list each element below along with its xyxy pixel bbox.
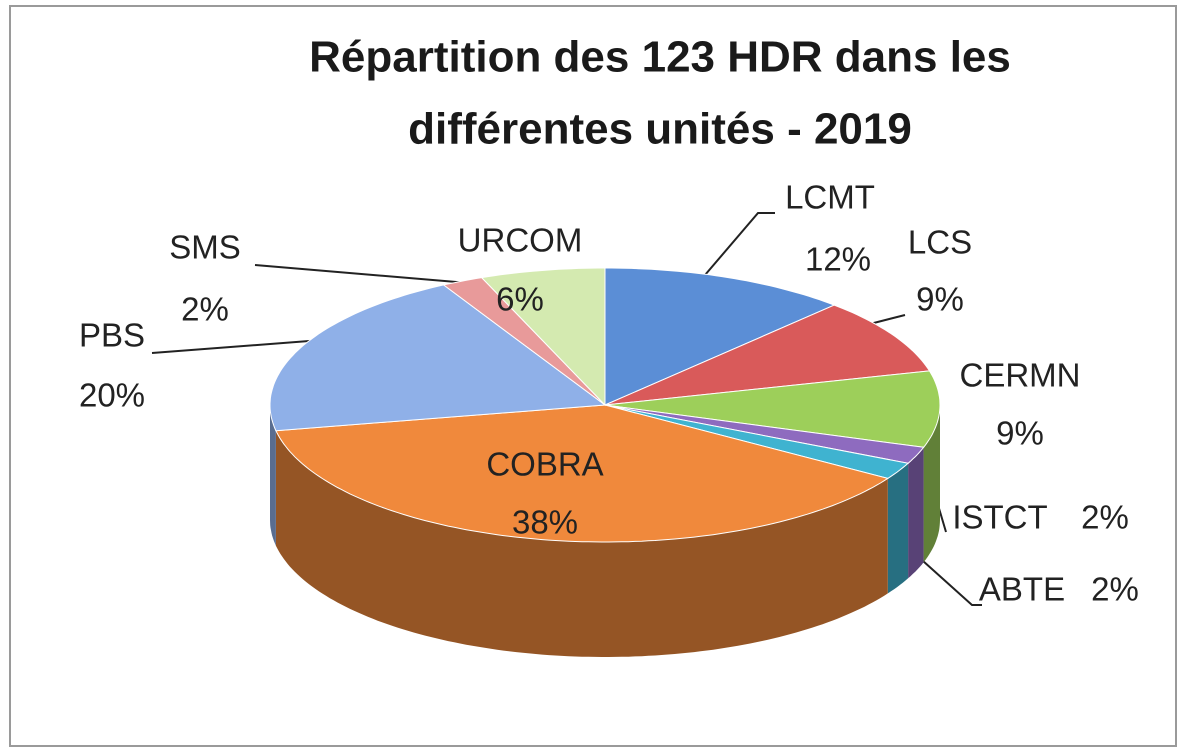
slice <box>269 284 607 432</box>
data-label-value: 6% <box>496 281 544 318</box>
slice <box>604 304 931 406</box>
data-label-value: 20% <box>79 377 145 414</box>
chart-title: différentes unités - 2019 <box>408 105 912 154</box>
data-label-name: ISTCT <box>952 499 1047 536</box>
slice-side <box>275 430 888 657</box>
leader-line <box>151 339 323 354</box>
slice <box>604 370 941 448</box>
data-label-value: 9% <box>996 415 1044 452</box>
slice <box>442 277 606 406</box>
data-label-name: LCMT <box>785 179 875 216</box>
data-label-value: 2% <box>181 291 229 328</box>
slice <box>275 404 890 543</box>
leader-line <box>704 212 775 276</box>
slice <box>604 404 925 464</box>
slice-side <box>887 463 909 594</box>
chart-title: Répartition des 123 HDR dans les <box>309 33 1011 82</box>
data-label-name: LCS <box>908 224 972 261</box>
slice-side <box>270 405 276 546</box>
slice-side <box>923 405 940 563</box>
pie-sides <box>270 405 940 657</box>
data-label-name: PBS <box>79 317 145 354</box>
data-label-name: COBRA <box>486 446 603 483</box>
slice <box>480 267 606 407</box>
data-label-value: 2% <box>1091 571 1139 608</box>
data-label-name: SMS <box>169 229 241 266</box>
pie-tops <box>269 267 941 543</box>
leader-line <box>912 551 982 606</box>
leader-line <box>254 264 493 286</box>
slice-side <box>908 447 924 579</box>
slice <box>604 404 910 479</box>
data-label-value: 2% <box>1081 499 1129 536</box>
data-label-value: 9% <box>916 281 964 318</box>
slice <box>604 267 836 406</box>
data-label-value: 12% <box>805 241 871 278</box>
data-label-name: URCOM <box>458 222 583 259</box>
data-label-value: 38% <box>512 504 578 541</box>
data-label-name: CERMN <box>960 357 1081 394</box>
data-label-name: ABTE <box>979 571 1065 608</box>
